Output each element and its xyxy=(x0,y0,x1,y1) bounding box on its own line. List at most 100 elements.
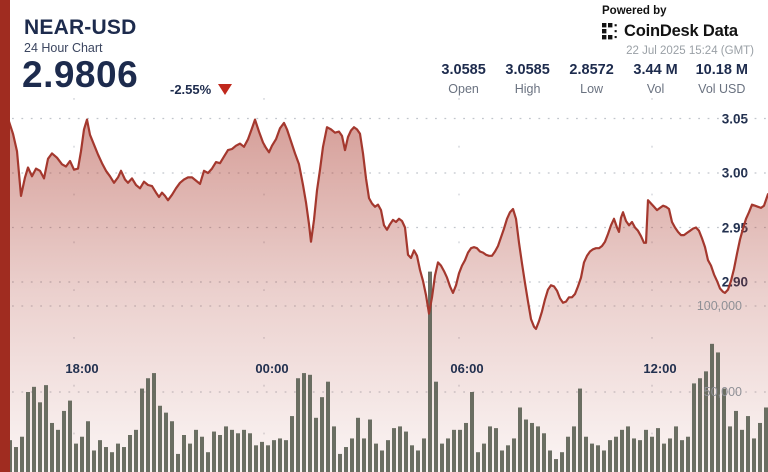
volume-bar xyxy=(302,373,306,472)
volume-bar xyxy=(656,428,660,472)
volume-bar xyxy=(500,450,504,472)
stat-column: 10.18 M Vol USD xyxy=(688,62,756,96)
stat-label: Low xyxy=(580,82,604,96)
volume-bar xyxy=(596,445,600,472)
x-axis-time-label: 12:00 xyxy=(643,361,677,376)
volume-bar xyxy=(50,422,54,472)
volume-bar xyxy=(392,428,396,472)
area-path xyxy=(0,118,768,472)
volume-bars xyxy=(8,271,768,472)
volume-bar xyxy=(134,429,138,472)
volume-bar xyxy=(218,435,222,472)
volume-bar xyxy=(380,450,384,472)
volume-bar xyxy=(14,447,18,472)
volume-bar xyxy=(254,445,258,472)
volume-bar xyxy=(140,388,144,472)
volume-bar xyxy=(512,438,516,472)
volume-bar xyxy=(692,383,696,472)
y-axis-price-label: 3.00 xyxy=(721,165,748,181)
volume-bar xyxy=(248,433,252,472)
volume-bar xyxy=(752,438,756,472)
volume-bar xyxy=(314,417,318,472)
volume-bar xyxy=(650,436,654,472)
volume-bar xyxy=(632,438,636,472)
volume-bar xyxy=(686,436,690,472)
volume-bar xyxy=(674,426,678,472)
volume-bar xyxy=(494,428,498,472)
volume-bar xyxy=(710,343,714,472)
price-change: -2.55% xyxy=(170,82,233,97)
x-axis-time-label: 06:00 xyxy=(450,361,484,376)
volume-bar xyxy=(680,440,684,472)
volume-bar xyxy=(272,440,276,472)
volume-bar xyxy=(728,426,732,472)
volume-bar xyxy=(530,422,534,472)
stat-column: 3.44 M Vol xyxy=(624,62,688,96)
stat-label: Open xyxy=(448,82,479,96)
volume-bar xyxy=(458,429,462,472)
volume-bar xyxy=(434,381,438,472)
stat-value: 10.18 M xyxy=(695,62,748,78)
volume-bar xyxy=(572,426,576,472)
volume-bar xyxy=(518,407,522,472)
stat-column: 3.0585 Open xyxy=(432,62,496,96)
volume-bar xyxy=(266,445,270,472)
volume-bar xyxy=(158,405,162,472)
volume-bar xyxy=(236,433,240,472)
coindesk-data-logo[interactable]: CoinDesk Data xyxy=(602,22,738,41)
volume-bar xyxy=(176,453,180,472)
left-accent-bar xyxy=(0,0,10,472)
volume-bar xyxy=(746,416,750,472)
timestamp: 22 Jul 2025 15:24 (GMT) xyxy=(626,45,754,57)
stats-row: 3.0585 Open 3.0585 High 2.8572 Low 3.44 M Vol 10… xyxy=(432,62,756,96)
volume-bar xyxy=(398,426,402,472)
volume-bar xyxy=(386,440,390,472)
volume-bar xyxy=(602,450,606,472)
volume-bar xyxy=(188,443,192,472)
x-axis-time-label: 18:00 xyxy=(65,361,99,376)
volume-bar xyxy=(338,453,342,472)
volume-bar xyxy=(464,422,468,472)
volume-bar xyxy=(590,443,594,472)
volume-bar xyxy=(56,429,60,472)
volume-bar xyxy=(74,443,78,472)
volume-bar xyxy=(194,429,198,472)
volume-bar xyxy=(80,436,84,472)
stat-label: Vol USD xyxy=(698,82,746,96)
coindesk-mark-icon xyxy=(602,23,617,40)
volume-bar xyxy=(662,443,666,472)
volume-bar xyxy=(44,385,48,472)
powered-by-label: Powered by xyxy=(602,5,667,17)
volume-bar xyxy=(560,452,564,472)
volume-bar xyxy=(524,419,528,472)
volume-bar xyxy=(566,436,570,472)
volume-bar xyxy=(86,421,90,472)
price-area-fill xyxy=(0,118,768,472)
volume-bar xyxy=(548,450,552,472)
stat-label: Vol xyxy=(646,82,665,96)
volume-bar xyxy=(722,388,726,472)
volume-bar xyxy=(428,271,432,472)
volume-bar xyxy=(488,426,492,472)
volume-bar xyxy=(374,443,378,472)
stat-value: 3.0585 xyxy=(441,62,486,78)
volume-bar xyxy=(644,429,648,472)
volume-bar xyxy=(98,440,102,472)
volume-bar xyxy=(536,426,540,472)
volume-bar xyxy=(68,400,72,472)
volume-bar xyxy=(92,450,96,472)
volume-bar xyxy=(8,440,12,472)
volume-bar xyxy=(440,443,444,472)
volume-bar xyxy=(206,452,210,472)
volume-bar xyxy=(128,435,132,472)
volume-bar xyxy=(212,431,216,472)
volume-bar xyxy=(290,416,294,472)
volume-bar xyxy=(152,373,156,472)
volume-bar xyxy=(320,397,324,472)
volume-bar xyxy=(620,429,624,472)
volume-bar xyxy=(170,421,174,472)
volume-bar xyxy=(20,436,24,472)
volume-bar xyxy=(182,435,186,472)
volume-bar xyxy=(284,440,288,472)
